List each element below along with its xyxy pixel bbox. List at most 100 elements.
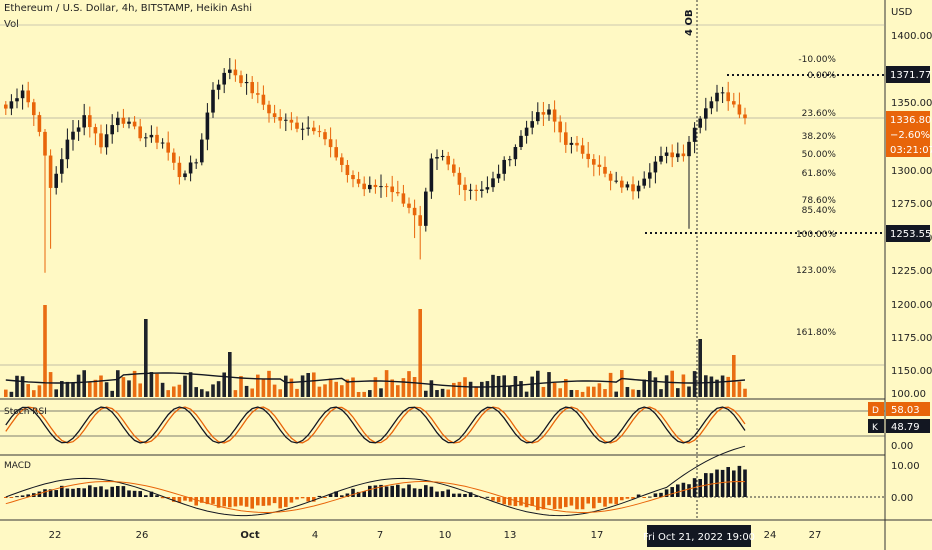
macd-hist-bar: [698, 479, 702, 497]
macd-hist-bar: [547, 497, 551, 506]
candle-body: [116, 117, 120, 126]
volume-bar: [429, 380, 434, 397]
volume-bar: [172, 386, 176, 397]
macd-hist-bar: [424, 485, 428, 497]
candle-body: [670, 152, 674, 158]
current-price-tag: [886, 111, 930, 157]
volume-bar: [659, 389, 663, 397]
stoch-tick-0: 0.00: [891, 441, 913, 452]
volume-bar: [519, 381, 523, 397]
volume-bar: [396, 385, 400, 397]
candle-body: [704, 108, 708, 119]
candle-body: [306, 127, 310, 129]
volume-bar: [88, 382, 92, 397]
candle-body: [244, 82, 249, 84]
volume-bar: [340, 385, 344, 397]
price-tick-1225: 1225.00: [891, 266, 932, 277]
macd-hist-bar: [82, 488, 86, 497]
volume-bar: [670, 370, 674, 397]
candle-body: [71, 131, 75, 140]
candle-body: [138, 126, 142, 139]
candle-body: [597, 164, 602, 167]
candle-body: [200, 139, 204, 163]
macd-hist-bar: [485, 496, 490, 498]
macd-hist-bar: [60, 485, 64, 497]
macd-hist-bar: [396, 484, 400, 497]
candle-body: [110, 125, 114, 135]
volume-bar: [194, 387, 198, 397]
macd-hist-bar: [65, 488, 70, 497]
macd-hist-bar: [401, 488, 406, 497]
candle-body: [698, 118, 702, 128]
candle-body: [502, 159, 506, 174]
candle-body: [82, 115, 86, 128]
time-tick-17: 17: [591, 530, 604, 541]
macd-hist-bar: [300, 497, 305, 499]
stoch-pane: [5, 406, 746, 444]
volume-bar: [407, 371, 411, 397]
volume-bar: [631, 389, 635, 397]
volume-bar: [110, 390, 114, 397]
macd-hist-bar: [317, 495, 322, 497]
macd-label: MACD: [4, 461, 31, 471]
volume-bar: [692, 371, 697, 397]
candle-body: [183, 173, 187, 178]
candle-body: [496, 173, 501, 179]
candle-body: [491, 178, 495, 188]
macd-hist-bar: [328, 494, 333, 497]
volume-bar: [306, 372, 310, 397]
volume-bar: [211, 384, 215, 397]
volume-bar: [54, 389, 58, 397]
candles-pane: [4, 58, 747, 273]
macd-hist-bar: [491, 497, 495, 501]
time-axis: 22 26 Oct 4 7 10 13 17 24 27: [49, 530, 822, 541]
macd-hist-bar: [362, 491, 366, 497]
candle-body: [188, 162, 193, 174]
volume-bar: [603, 389, 607, 397]
candle-body: [54, 173, 58, 188]
macd-hist-bar: [43, 489, 47, 497]
candle-body: [26, 90, 30, 103]
fib-label-0: 0.00%: [807, 71, 836, 81]
candle-body: [435, 157, 439, 159]
volume-bar: [323, 384, 327, 397]
macd-hist-bar: [575, 497, 579, 510]
macd-hist-bar: [412, 488, 417, 497]
volume-bar: [20, 376, 25, 397]
candle-body: [659, 155, 663, 162]
candle-body: [48, 155, 53, 188]
volume-bar: [508, 385, 512, 397]
stoch-k-value: [886, 419, 930, 433]
macd-hist-bar: [228, 497, 232, 508]
volume-bar: [704, 375, 708, 397]
macd-hist-bar: [37, 491, 42, 497]
macd-hist-bar: [312, 497, 316, 502]
macd-tick-10: 10.00: [891, 461, 920, 472]
macd-hist-bar: [648, 496, 652, 498]
candle-body: [317, 131, 322, 133]
macd-hist-bar: [93, 487, 98, 497]
macd-hist-bar: [26, 494, 30, 497]
candle-body: [256, 93, 260, 95]
low-price-text: 1253.55: [890, 229, 931, 240]
candle-body: [222, 72, 226, 85]
candle-body: [407, 203, 411, 208]
macd-hist-bar: [541, 497, 546, 510]
candle-body: [155, 134, 159, 143]
volume-bar: [480, 381, 484, 397]
macd-hist-bar: [149, 491, 154, 497]
macd-hist-bar: [278, 497, 282, 509]
candle-body: [536, 112, 540, 122]
price-tick-1350: 1350.00: [891, 98, 932, 109]
volume-bar: [608, 372, 613, 397]
macd-hist-bar: [569, 497, 574, 506]
volume-bar: [32, 390, 36, 397]
macd-hist-bar: [71, 488, 75, 497]
candle-body: [457, 172, 462, 185]
volume-bar: [435, 390, 439, 397]
volume-bar: [272, 384, 277, 397]
volume-bar: [4, 389, 8, 397]
volume-bar: [295, 388, 299, 397]
volume-bar: [390, 379, 394, 397]
